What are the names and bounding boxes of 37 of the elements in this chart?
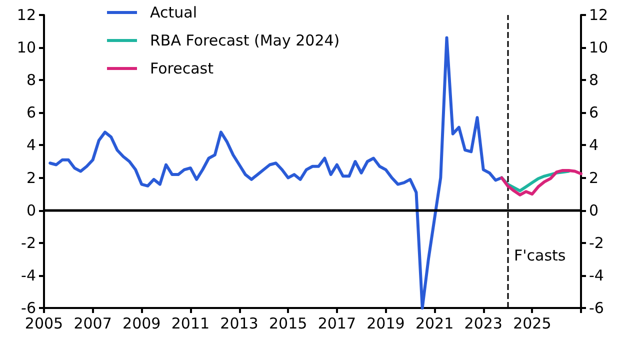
- y-tick-label: -4: [21, 266, 36, 284]
- y-tick-label: 12: [16, 6, 36, 24]
- y2-tick-label: 6: [589, 104, 599, 122]
- x-tick-label: 2011: [171, 314, 210, 332]
- y2-tick-label: 10: [589, 38, 608, 57]
- x-tick-label: 2019: [366, 314, 405, 332]
- annotation: F'casts: [514, 246, 566, 264]
- x-tick-label: 2007: [74, 314, 112, 332]
- y2-tick-label: -6: [589, 299, 604, 317]
- line-series: [48, 36, 504, 310]
- y-tick-label: 6: [26, 104, 36, 122]
- y-tick-label: -6: [21, 299, 36, 317]
- y2-tick-label: -4: [589, 266, 604, 284]
- y-tick-label: -2: [21, 234, 36, 252]
- x-tick-label: 2015: [268, 314, 308, 332]
- x-tick-label: 2005: [24, 314, 64, 332]
- y-tick-label: 4: [26, 136, 36, 154]
- y-tick-label: 10: [16, 38, 36, 57]
- y-tick-label: 8: [26, 71, 36, 90]
- x-tick-label: 2009: [122, 314, 161, 332]
- x-tick-label: 2021: [415, 314, 454, 332]
- legend-label: Forecast: [150, 60, 214, 78]
- y2-tick-label: 2: [589, 168, 599, 187]
- x-tick-label: 2025: [513, 314, 552, 332]
- legend-label: Actual: [150, 4, 197, 22]
- y2-tick-label: 0: [589, 201, 599, 220]
- legend-label: RBA Forecast (May 2024): [150, 32, 340, 50]
- y2-tick-label: 4: [589, 136, 599, 154]
- y2-tick-label: 8: [589, 71, 599, 90]
- x-tick-label: 2013: [220, 314, 258, 332]
- x-tick-label: 2017: [318, 314, 356, 332]
- y2-tick-label: -2: [589, 234, 604, 252]
- line-series: [500, 168, 582, 196]
- y-tick-label: 0: [26, 201, 36, 220]
- y2-tick-label: 12: [589, 6, 608, 24]
- x-tick-label: 2023: [464, 314, 502, 332]
- y-tick-label: 2: [26, 168, 36, 187]
